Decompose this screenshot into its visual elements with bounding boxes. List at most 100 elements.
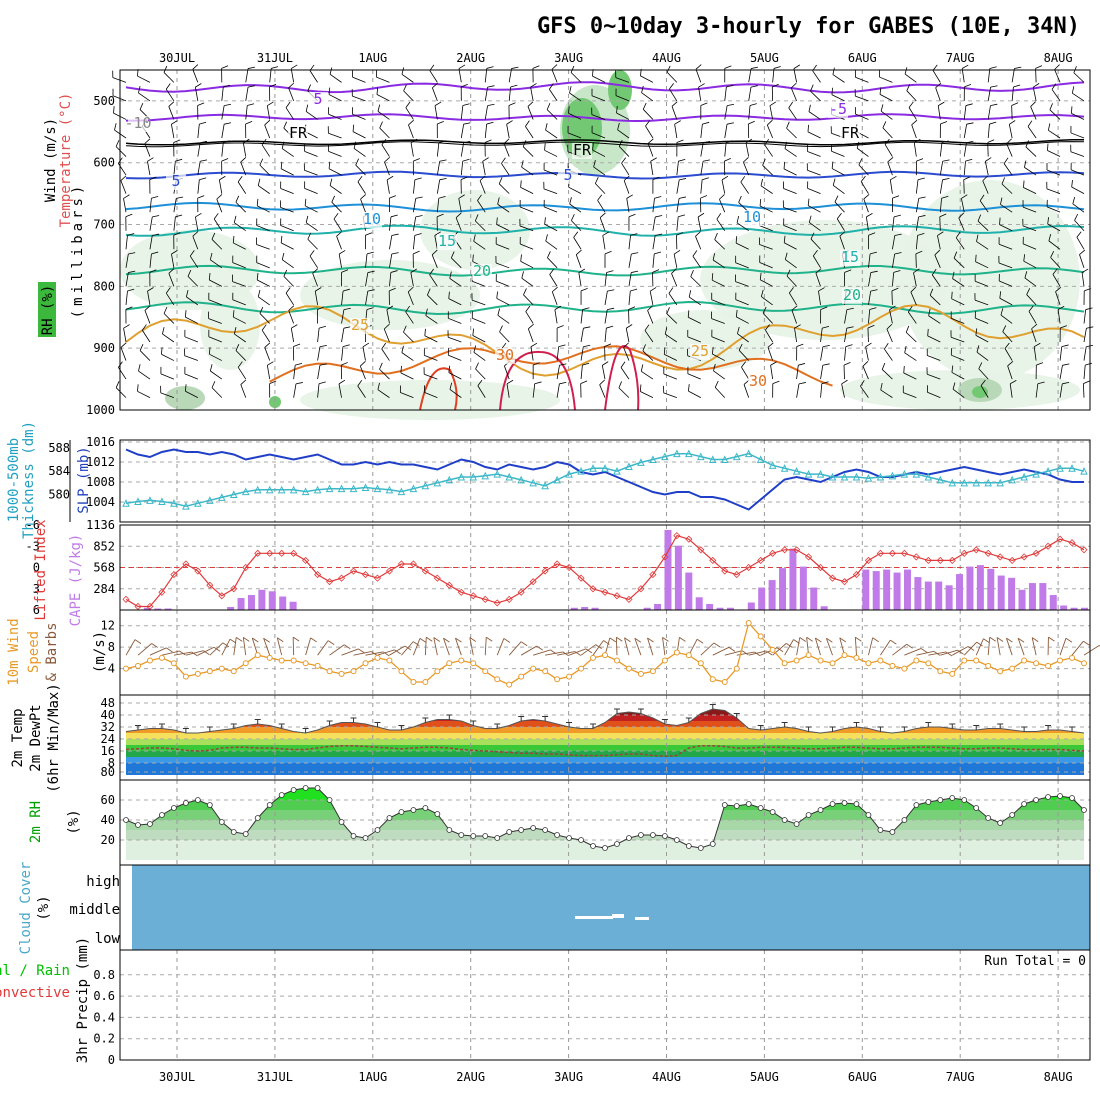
upper-wind-barb bbox=[221, 142, 224, 157]
upper-wind-barb-flag bbox=[1023, 254, 1026, 262]
rh-marker bbox=[242, 831, 249, 837]
upper-wind-barb-flag bbox=[951, 291, 953, 299]
panel-ylabel: (%) bbox=[36, 895, 52, 920]
upper-wind-barb bbox=[1070, 132, 1085, 139]
li-marker bbox=[242, 563, 250, 572]
upper-wind-barb bbox=[1083, 346, 1087, 361]
upper-wind-barb bbox=[977, 220, 989, 232]
upper-wind-barb-flag bbox=[869, 307, 877, 310]
cape-bar bbox=[893, 572, 901, 610]
upper-wind-barb-flag bbox=[783, 161, 786, 169]
axis-labels: 30JUL30JUL31JUL31JUL1AUG1AUG2AUG2AUG3AUG… bbox=[0, 51, 1073, 1084]
upper-wind-barb bbox=[573, 237, 582, 250]
upper-wind-barb-flag bbox=[439, 178, 447, 181]
upper-wind-barb bbox=[620, 367, 630, 380]
upper-wind-barb-flag bbox=[664, 327, 668, 335]
surface-wind-barb-flag bbox=[358, 648, 365, 654]
upper-wind-barb bbox=[458, 198, 462, 213]
upper-wind-barb bbox=[712, 279, 725, 287]
upper-wind-barb bbox=[807, 169, 821, 176]
upper-wind-barb-flag bbox=[793, 64, 801, 69]
upper-wind-barb bbox=[185, 316, 199, 324]
upper-wind-barb-flag bbox=[765, 324, 770, 331]
upper-wind-barb bbox=[328, 94, 342, 102]
upper-wind-barb bbox=[601, 365, 606, 380]
upper-wind-barb-flag bbox=[740, 176, 746, 183]
upper-wind-barb-flag bbox=[482, 157, 489, 162]
surface-wind-barb bbox=[952, 646, 969, 656]
thickness-marker bbox=[253, 485, 262, 494]
thickness-marker bbox=[756, 455, 765, 463]
upper-wind-barb bbox=[617, 129, 630, 139]
upper-wind-barb bbox=[1032, 87, 1037, 101]
upper-wind-barb bbox=[913, 142, 917, 157]
wind-speed-marker bbox=[853, 654, 860, 661]
surface-wind-barb-flag bbox=[203, 650, 210, 656]
upper-wind-barb bbox=[711, 336, 725, 343]
upper-wind-barb-flag bbox=[365, 232, 373, 236]
upper-wind-barb bbox=[650, 161, 654, 176]
wind-speed-marker bbox=[817, 657, 824, 664]
upper-wind-barb-flag bbox=[735, 236, 738, 244]
temp-color-band bbox=[126, 763, 1084, 775]
upper-wind-barb bbox=[186, 296, 199, 306]
upper-wind-barb bbox=[695, 236, 702, 250]
li-marker bbox=[361, 571, 370, 579]
upper-wind-barb-flag bbox=[224, 122, 232, 125]
upper-wind-barb-flag bbox=[558, 344, 566, 348]
thickness-marker bbox=[194, 499, 202, 507]
upper-wind-barb bbox=[1083, 328, 1087, 343]
li-marker bbox=[290, 549, 298, 557]
upper-wind-barb-flag bbox=[834, 195, 839, 203]
upper-wind-barb-flag bbox=[472, 328, 474, 336]
upper-wind-barb bbox=[1082, 383, 1085, 398]
li-marker bbox=[194, 567, 202, 575]
upper-wind-barb-flag bbox=[935, 82, 942, 89]
upper-wind-barb bbox=[820, 346, 824, 361]
cloud-cover-panel bbox=[132, 865, 1090, 950]
upper-wind-barb-flag bbox=[1001, 177, 1006, 185]
rh-marker bbox=[530, 825, 537, 831]
precip-ytick: 0.8 bbox=[93, 968, 115, 982]
upper-wind-barb-flag bbox=[1048, 234, 1052, 241]
wind-speed-marker bbox=[649, 668, 656, 675]
li-marker bbox=[769, 549, 777, 557]
upper-wind-barb-flag bbox=[544, 217, 546, 225]
li-marker bbox=[661, 553, 669, 561]
upper-wind-barb-flag bbox=[573, 231, 579, 238]
contour-label: 5 bbox=[563, 166, 572, 184]
wind-speed-marker bbox=[482, 668, 489, 675]
cape-bar bbox=[258, 589, 266, 610]
upper-wind-barb-flag bbox=[1049, 103, 1053, 110]
upper-wind-barb bbox=[1030, 106, 1037, 120]
surface-wind-barb-flag bbox=[344, 644, 351, 650]
upper-wind-barb-flag bbox=[438, 196, 446, 199]
wind-speed-marker bbox=[278, 657, 285, 664]
surface-wind-barb-flag bbox=[1065, 637, 1073, 643]
upper-wind-barb-flag bbox=[175, 214, 183, 218]
upper-wind-barb-flag bbox=[1083, 380, 1090, 385]
rh-marker bbox=[398, 809, 405, 815]
upper-wind-barb bbox=[1023, 243, 1037, 250]
surface-wind-barb bbox=[412, 638, 421, 656]
thickness-marker bbox=[313, 485, 322, 494]
upper-wind-barb bbox=[625, 328, 630, 343]
upper-wind-barb-flag bbox=[455, 212, 462, 219]
upper-wind-barb-flag bbox=[592, 143, 594, 151]
lifted-index-line bbox=[125, 534, 1085, 608]
surface-wind-barb-flag bbox=[235, 636, 243, 642]
upper-wind-barb bbox=[652, 198, 655, 213]
upper-wind-barb-flag bbox=[1079, 249, 1086, 255]
surface-wind-barb-flag bbox=[574, 651, 581, 656]
upper-wind-barb bbox=[477, 200, 486, 213]
chart-title: GFS 0~10day 3-hourly for GABES (10E, 34N… bbox=[537, 14, 1080, 39]
upper-wind-barb-flag bbox=[663, 347, 666, 355]
upper-wind-barb-flag bbox=[237, 361, 243, 368]
upper-wind-barb bbox=[1000, 314, 1013, 324]
temp-color-band bbox=[120, 700, 1090, 709]
upper-wind-barb-flag bbox=[750, 85, 758, 88]
upper-wind-barb bbox=[237, 367, 247, 380]
surface-wind-barb-flag bbox=[713, 642, 721, 648]
upper-wind-barb bbox=[521, 166, 534, 176]
